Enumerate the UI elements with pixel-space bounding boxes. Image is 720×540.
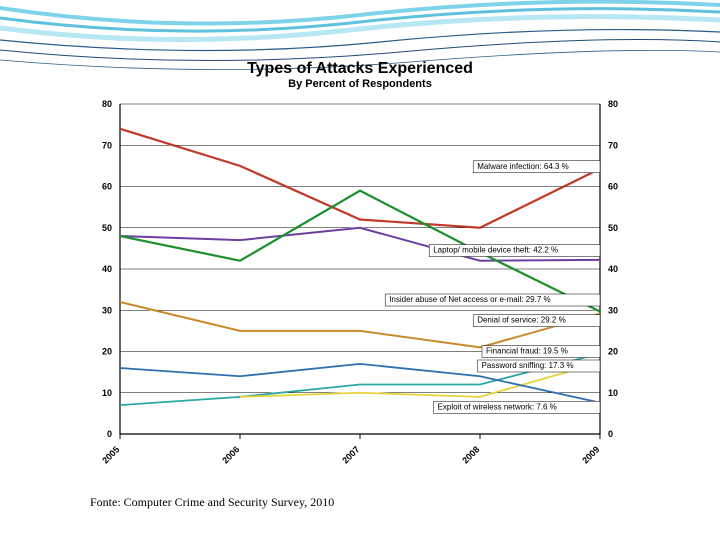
y-tick-label-right: 10 <box>608 388 618 398</box>
chart-subtitle: By Percent of Respondents <box>80 78 640 90</box>
y-tick-label-right: 80 <box>608 99 618 109</box>
slide: Types of Attacks Experienced By Percent … <box>0 0 720 540</box>
x-tick-label: 2009 <box>580 444 601 465</box>
y-tick-label: 40 <box>102 264 112 274</box>
x-tick-label: 2006 <box>220 444 241 465</box>
y-tick-label-right: 0 <box>608 429 613 439</box>
series-label-text: Password sniffing: 17.3 % <box>482 361 574 370</box>
y-tick-label-right: 70 <box>608 140 618 150</box>
y-tick-label: 10 <box>102 388 112 398</box>
y-tick-label: 30 <box>102 305 112 315</box>
y-tick-label-right: 20 <box>608 347 618 357</box>
series-label-text: Malware infection: 64.3 % <box>477 162 569 171</box>
chart-container: Types of Attacks Experienced By Percent … <box>80 60 640 480</box>
y-tick-label-right: 30 <box>608 305 618 315</box>
y-tick-label-right: 50 <box>608 223 618 233</box>
x-tick-label: 2005 <box>100 444 121 465</box>
series-label-text: Financial fraud: 19.5 % <box>486 347 568 356</box>
y-tick-label-right: 40 <box>608 264 618 274</box>
series-label-text: Denial of service: 29.2 % <box>477 316 566 325</box>
line-chart: 0 0 10 10 20 20 30 30 40 40 50 50 60 60 70 70 80 80 2005 20… <box>80 94 640 474</box>
source-footnote: Fonte: Computer Crime and Security Surve… <box>90 495 334 510</box>
y-tick-label: 0 <box>107 429 112 439</box>
series-label-text: Exploit of wireless network: 7.6 % <box>438 402 557 411</box>
y-tick-label: 50 <box>102 223 112 233</box>
y-tick-label: 70 <box>102 140 112 150</box>
x-tick-label: 2007 <box>340 444 361 465</box>
series-label-text: Insider abuse of Net access or e-mail: 2… <box>389 295 550 304</box>
series-line <box>120 129 600 228</box>
y-tick-label: 60 <box>102 182 112 192</box>
y-tick-label: 20 <box>102 347 112 357</box>
y-tick-label: 80 <box>102 99 112 109</box>
x-tick-label: 2008 <box>460 444 481 465</box>
y-tick-label-right: 60 <box>608 182 618 192</box>
chart-title: Types of Attacks Experienced <box>80 60 640 78</box>
series-label-text: Laptop/ mobile device theft: 42.2 % <box>433 246 558 255</box>
